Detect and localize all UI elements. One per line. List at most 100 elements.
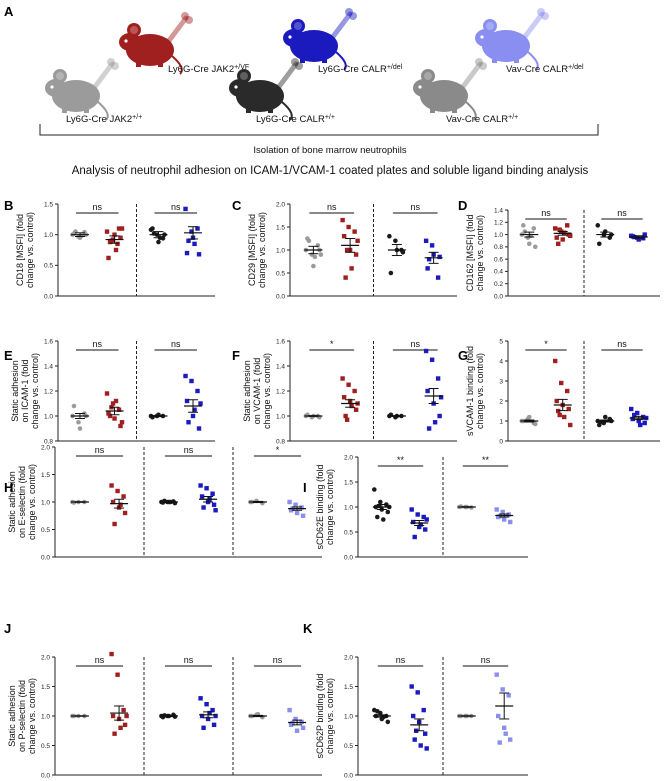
data-point <box>116 407 122 412</box>
mouse-eye-icon <box>418 85 422 89</box>
y-tick-label: 0 <box>499 438 503 445</box>
data-point <box>104 229 110 234</box>
mouse-label-ly6g-jak2-wt: Ly6G-Cre JAK2+/+ <box>66 114 142 126</box>
y-axis-label: sVCAM-1 binding (foldchange vs. control) <box>465 346 485 436</box>
data-point <box>315 243 321 248</box>
significance-label: ns <box>541 208 551 218</box>
data-point <box>432 420 438 425</box>
data-point <box>629 406 634 412</box>
y-axis-label: Static adhesionon E-selectin (foldchange… <box>7 464 37 540</box>
mouse-foot-icon <box>136 62 141 67</box>
data-point <box>121 707 126 713</box>
data-point <box>353 252 359 257</box>
mouse-eye-icon <box>50 85 54 89</box>
data-point <box>300 725 306 730</box>
mouse-label-text: Vav-Cre CALR <box>446 114 508 125</box>
y-tick-label: 2 <box>499 398 503 405</box>
data-point <box>294 728 300 733</box>
bone-icon <box>521 11 545 41</box>
data-point <box>192 407 197 412</box>
data-point <box>190 413 196 419</box>
data-point <box>343 275 348 280</box>
data-point <box>352 388 357 394</box>
data-point <box>531 226 537 231</box>
data-point <box>204 486 209 491</box>
panel-j: J 0.0 0.5 1.0 1.5 2.0 Static adhesionon P-sele… <box>4 621 322 779</box>
panel-k: K 0.0 0.5 1.0 1.5 2.0 sCD62P binding (foldchan… <box>303 621 528 779</box>
data-point <box>287 707 292 713</box>
significance-label: * <box>276 445 280 455</box>
panel-d: D 0.0 0.2 0.4 0.6 0.8 1.0 1.2 1.4 CD162 [MSFI] (f… <box>458 198 660 300</box>
data-point <box>372 487 377 492</box>
panel-label: G <box>458 348 468 363</box>
mouse-genotype-sup: +/+ <box>325 114 335 121</box>
data-point <box>411 713 416 719</box>
y-tick-label: 0.0 <box>41 772 50 779</box>
y-tick-label: 0.0 <box>276 293 285 300</box>
data-point <box>294 510 300 516</box>
data-point <box>353 407 359 412</box>
data-point <box>122 510 128 516</box>
y-tick-label: 1.5 <box>344 479 353 486</box>
significance-label: ns <box>617 339 627 349</box>
data-point <box>418 522 423 527</box>
bone-icon <box>275 61 299 91</box>
data-point <box>113 247 119 253</box>
mouse-ear-inner-icon <box>130 26 138 34</box>
bone-icon <box>91 61 115 91</box>
panel-label: C <box>232 198 242 213</box>
data-point <box>183 373 188 379</box>
significance-label: ns <box>171 339 181 349</box>
data-point <box>437 254 442 260</box>
data-point <box>76 419 81 425</box>
bone-end-icon <box>185 16 193 24</box>
y-tick-label: 0.5 <box>41 743 50 750</box>
significance-label: ns <box>327 202 337 212</box>
analysis-text: Analysis of neutrophil adhesion on ICAM-… <box>72 165 589 177</box>
data-point <box>409 684 414 689</box>
data-point <box>198 483 203 488</box>
data-point <box>502 725 507 730</box>
data-point <box>632 412 637 418</box>
panel-f: F 0.8 1.0 1.2 1.4 1.6 Static adhesionon VCAM-1… <box>232 338 457 445</box>
mouse-eye-icon <box>288 35 292 39</box>
data-point <box>425 266 430 271</box>
data-point <box>299 505 304 510</box>
data-point <box>156 239 161 245</box>
data-point <box>346 382 351 387</box>
data-point <box>340 376 345 381</box>
data-point <box>641 414 646 420</box>
y-tick-label: 4 <box>499 358 503 365</box>
data-point <box>199 494 205 499</box>
mouse-foot-icon <box>158 62 163 67</box>
mouse-tail-icon <box>281 101 293 121</box>
data-point <box>415 512 420 517</box>
data-point <box>318 252 324 257</box>
panel-label: D <box>458 198 467 213</box>
panel-i: I 0.0 0.5 1.0 1.5 2.0 sCD62E binding (foldchan… <box>303 454 528 561</box>
data-point <box>189 378 194 384</box>
data-point <box>494 507 499 512</box>
mouse-icon <box>119 12 193 75</box>
mouse-icon <box>413 58 487 121</box>
data-point <box>636 237 641 242</box>
data-point <box>630 416 635 422</box>
data-point <box>109 651 114 657</box>
y-axis-label-line: change vs. control) <box>257 212 267 288</box>
data-point <box>508 519 513 525</box>
y-axis-label: sCD62P binding (foldchange vs. control) <box>315 674 335 759</box>
y-axis-label-line: on VCAM-1 (fold <box>252 358 262 425</box>
mouse-label-text: Ly6G-Cre JAK2 <box>168 64 234 75</box>
y-tick-label: 0.0 <box>44 293 53 300</box>
data-point <box>344 247 350 253</box>
data-point <box>104 391 110 396</box>
data-point <box>508 737 513 742</box>
y-axis-label-line: change vs. control) <box>262 353 272 429</box>
data-point <box>387 233 392 239</box>
data-point <box>198 401 203 406</box>
data-point <box>553 358 558 364</box>
data-point <box>150 226 155 231</box>
y-axis-label-line: CD29 [MSFI] (fold <box>247 214 257 286</box>
data-point <box>118 423 123 429</box>
data-point <box>184 398 190 404</box>
